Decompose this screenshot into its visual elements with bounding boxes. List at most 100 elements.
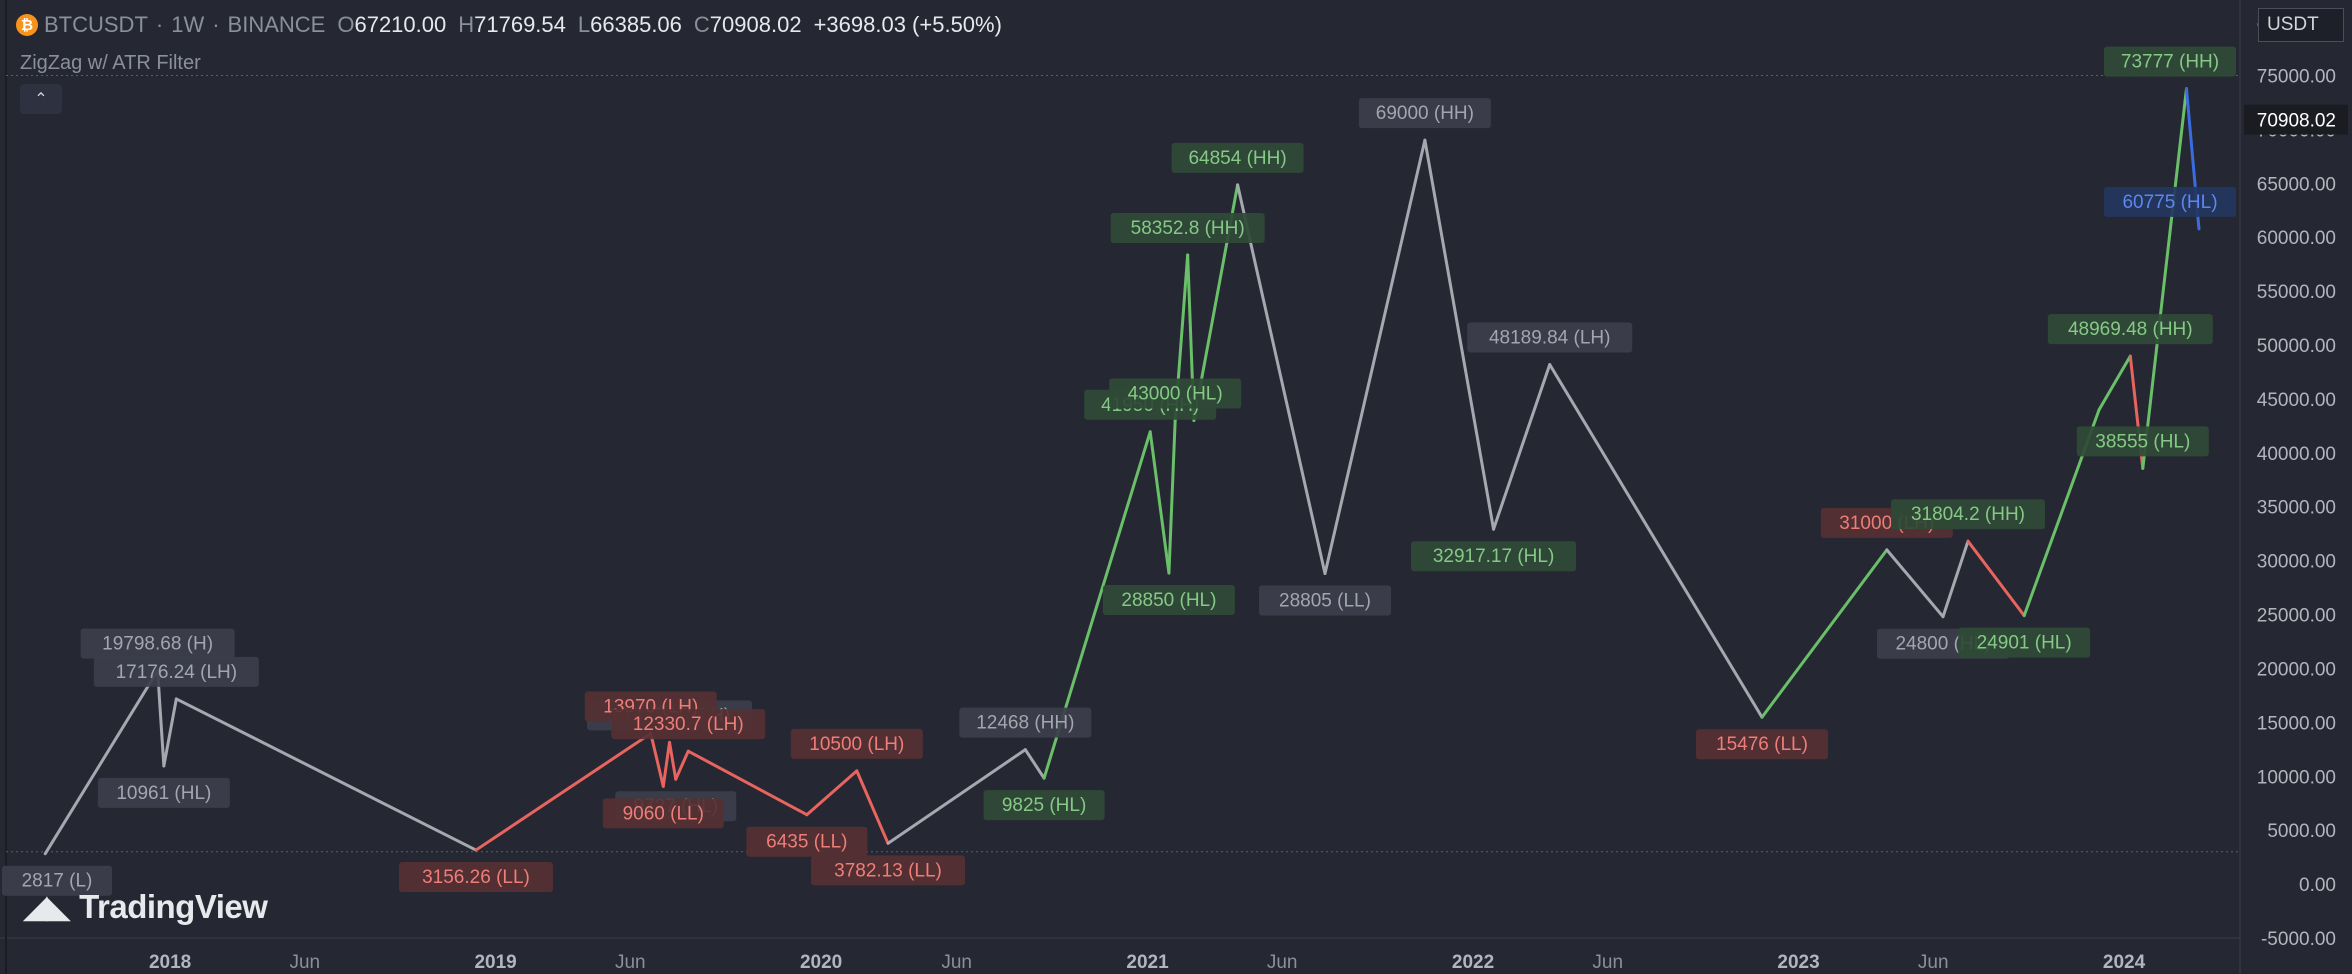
zigzag-segment[interactable]	[43, 669, 160, 856]
pivot-label: 32917.17 (HL)	[1433, 546, 1554, 567]
pivot-label-box[interactable]	[80, 628, 235, 659]
pivot-label-box[interactable]	[2104, 186, 2236, 217]
y-tick-label: 45000.00	[2257, 390, 2336, 411]
zigzag-segment[interactable]	[162, 697, 178, 768]
pivot-label: 6435 (LL)	[766, 832, 847, 853]
zigzag-segment[interactable]	[1148, 430, 1171, 575]
zigzag-segment[interactable]	[805, 769, 859, 817]
zigzag-segment[interactable]	[855, 769, 890, 845]
pivot-label: 2817 (L)	[22, 871, 93, 892]
pivot-label-box[interactable]	[2104, 46, 2236, 77]
pivot-label-box[interactable]	[790, 728, 923, 759]
zigzag-segment[interactable]	[1966, 539, 2026, 618]
zigzag-segment[interactable]	[1423, 138, 1496, 531]
y-tick-label: 30000.00	[2257, 552, 2336, 573]
zigzag-segment[interactable]	[1885, 548, 1945, 619]
pivot-label-box[interactable]	[2047, 314, 2213, 345]
pivot-label-box[interactable]	[93, 656, 259, 687]
y-tick-label: 55000.00	[2257, 282, 2336, 303]
pivot-label-box[interactable]	[1109, 378, 1242, 409]
pivot-label: 28850 (HL)	[1121, 590, 1216, 611]
pivot-label-box[interactable]	[1958, 627, 2091, 658]
pivot-label-box[interactable]	[1358, 98, 1491, 129]
pivot-label-box[interactable]	[746, 826, 868, 857]
pivot-label-box[interactable]	[1695, 729, 1828, 760]
pivot-label-box[interactable]	[959, 707, 1092, 738]
y-tick-label: 40000.00	[2257, 444, 2336, 465]
pivot-label-box[interactable]	[811, 855, 966, 886]
pivot-label-box[interactable]	[1467, 322, 1633, 353]
pivot-label: 9060 (LL)	[623, 803, 704, 824]
pivot-label-box[interactable]	[1102, 585, 1235, 616]
interval[interactable]: 1W	[171, 12, 205, 37]
x-tick-label: Jun	[1267, 952, 1298, 973]
zigzag-segment[interactable]	[649, 731, 665, 788]
pivot-label: 24901 (HL)	[1977, 633, 2072, 654]
y-tick-label: 5000.00	[2267, 821, 2336, 842]
y-tick-label: 60000.00	[2257, 228, 2336, 249]
pivot-label-box[interactable]	[97, 777, 230, 808]
zigzag-segment[interactable]	[2097, 354, 2132, 412]
y-tick-label: 20000.00	[2257, 659, 2336, 680]
pivot-label: 31804.2 (HH)	[1911, 504, 2025, 525]
zigzag-segment[interactable]	[1167, 418, 1177, 575]
tradingview-logo[interactable]: ◢◣ TradingView	[24, 888, 268, 926]
y-tick-label: -5000.00	[2261, 929, 2336, 950]
pivot-label-box[interactable]	[1171, 142, 1304, 173]
zigzag-segment[interactable]	[474, 731, 653, 852]
pivot-label: 60775 (HL)	[2122, 192, 2217, 213]
x-tick-label: 2022	[1452, 952, 1494, 973]
pivot-label-box[interactable]	[2076, 426, 2209, 457]
zigzag-segment[interactable]	[1548, 363, 1764, 719]
pivot-label-box[interactable]	[1110, 212, 1265, 243]
pivot-label: 15476 (LL)	[1716, 734, 1808, 755]
zigzag-segment[interactable]	[174, 697, 478, 852]
symbol-name[interactable]: BTCUSDT	[44, 12, 148, 37]
zigzag-segment[interactable]	[1492, 363, 1552, 531]
pivot-label: 48189.84 (LH)	[1489, 328, 1610, 349]
zigzag-segment[interactable]	[661, 740, 672, 788]
x-tick-label: Jun	[289, 952, 320, 973]
pivot-label-box[interactable]	[983, 790, 1105, 821]
x-tick-label: Jun	[615, 952, 646, 973]
pivot-label: 10500 (LH)	[809, 734, 904, 755]
pivot-label-box[interactable]	[398, 862, 553, 893]
collapse-button[interactable]: ⌃	[20, 84, 62, 114]
zigzag-segment[interactable]	[2141, 87, 2188, 470]
zigzag-segment[interactable]	[1941, 539, 1970, 619]
x-tick-label: 2018	[149, 952, 191, 973]
x-tick-label: Jun	[941, 952, 972, 973]
zigzag-segment[interactable]	[1323, 138, 1427, 576]
pivot-label-box[interactable]	[602, 798, 724, 829]
y-tick-label: 65000.00	[2257, 174, 2336, 195]
pivot-label: 58352.8 (HH)	[1131, 218, 1245, 239]
zigzag-segment[interactable]	[1023, 748, 1046, 780]
close-value: 70908.02	[709, 12, 802, 37]
zigzag-segment[interactable]	[886, 748, 1027, 845]
x-tick-label: Jun	[1918, 952, 1949, 973]
pivot-label: 69000 (HH)	[1376, 103, 1474, 124]
zigzag-segment[interactable]	[686, 749, 809, 817]
pivot-label-box[interactable]	[2, 865, 112, 896]
pivot-label: 43000 (HL)	[1128, 383, 1223, 404]
indicator-title[interactable]: ZigZag w/ ATR Filter	[20, 52, 201, 74]
pivot-label-box[interactable]	[1411, 541, 1577, 572]
chevron-up-icon: ⌃	[34, 91, 48, 108]
low-key: L	[577, 12, 591, 37]
price-axis-panel[interactable]	[2240, 0, 2352, 974]
pivot-label: 28805 (LL)	[1279, 591, 1371, 612]
zigzag-segment[interactable]	[1236, 183, 1327, 576]
pivot-label: 48969.48 (HH)	[2068, 319, 2193, 340]
y-tick-label: 0.00	[2299, 875, 2336, 896]
zigzag-segment[interactable]	[668, 740, 678, 781]
currency-button[interactable]: USDT	[2258, 8, 2344, 42]
pivot-label-box[interactable]	[1258, 585, 1391, 616]
tradingview-logo-icon: ◢◣	[24, 890, 70, 924]
zigzag-segment[interactable]	[674, 749, 690, 781]
pivot-label-box[interactable]	[1890, 499, 2045, 530]
time-axis-panel[interactable]	[0, 938, 2240, 974]
zigzag-segment[interactable]	[1760, 548, 1889, 719]
pivot-label-box[interactable]	[611, 709, 766, 740]
bitcoin-icon: ₿	[16, 14, 38, 36]
